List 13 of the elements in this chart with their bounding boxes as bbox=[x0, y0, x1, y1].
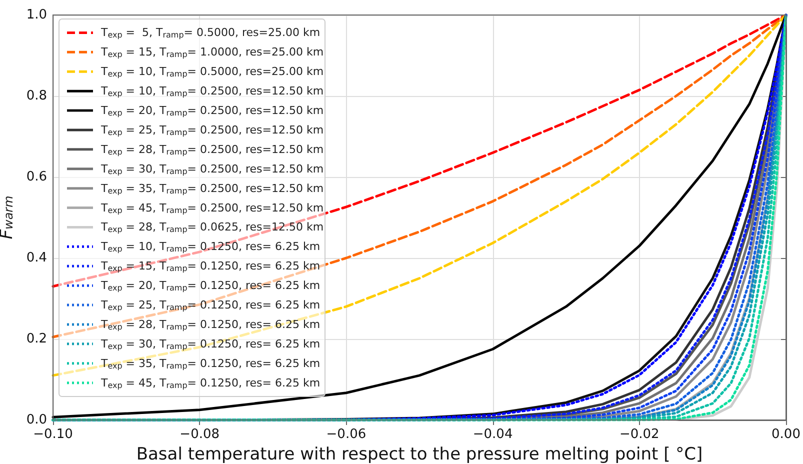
x-tick-label: −0.02 bbox=[619, 427, 660, 442]
y-tick-label: 1.0 bbox=[26, 8, 47, 22]
y-tick-label: 0.6 bbox=[26, 170, 47, 184]
x-tick-label: −0.10 bbox=[33, 427, 73, 442]
x-tick-label: −0.06 bbox=[326, 427, 366, 442]
y-tick-label: 0.4 bbox=[26, 250, 47, 266]
y-tick-label: 0.2 bbox=[26, 332, 47, 346]
y-tick-label: 0.8 bbox=[26, 88, 47, 104]
y-tick-label: 0.0 bbox=[26, 412, 47, 428]
x-tick-label: −0.08 bbox=[180, 427, 220, 442]
x-axis-title: Basal temperature with respect to the pressure melting point [ °C] bbox=[136, 444, 703, 464]
x-tick-label: −0.04 bbox=[472, 427, 513, 442]
x-tick-label: 0.00 bbox=[772, 427, 800, 442]
